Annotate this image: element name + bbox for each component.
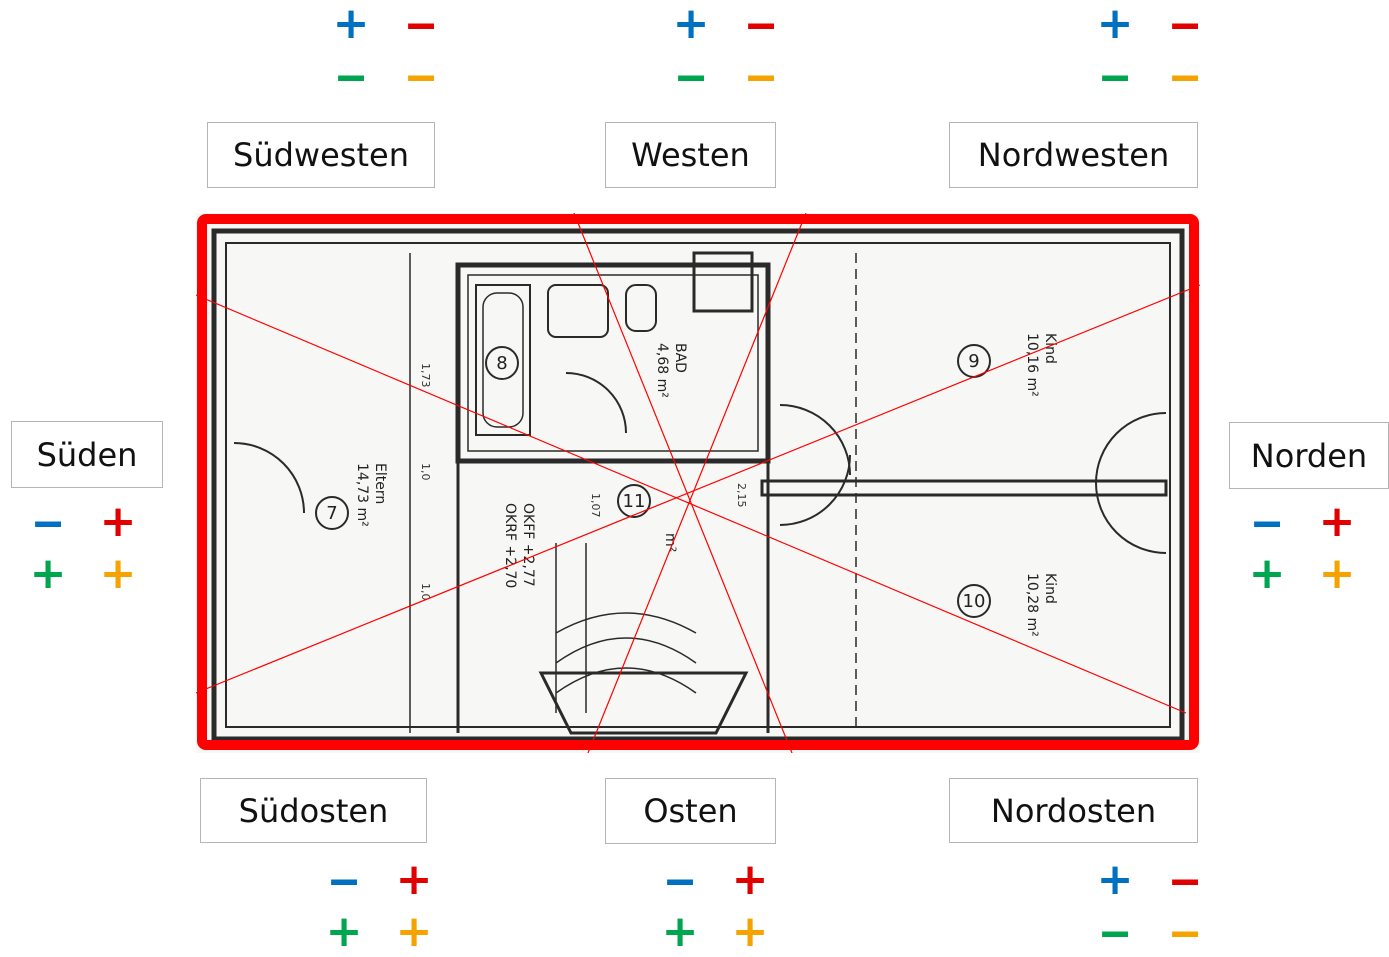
room-area: 14,73 m² — [354, 463, 370, 527]
signs-suedwesten: + ‒ ‒ ‒ — [331, 0, 451, 101]
direction-westen: Westen — [605, 122, 776, 188]
plus-sign-red: + — [731, 854, 769, 905]
direction-label: Nordwesten — [977, 136, 1170, 174]
direction-suedwesten: Südwesten — [207, 122, 435, 188]
signs-nordosten: + ‒ ‒ ‒ — [1095, 854, 1215, 957]
plus-sign-orange: + — [1318, 548, 1356, 599]
direction-norden: Norden — [1229, 422, 1389, 489]
room-number: 10 — [963, 591, 986, 612]
room-number: 9 — [968, 351, 979, 372]
plus-sign-red: + — [395, 854, 433, 905]
room-name: Kind — [1042, 573, 1058, 604]
sector-lines — [196, 213, 1200, 753]
room-area: m² — [662, 533, 678, 552]
plus-sign-green: + — [29, 548, 67, 599]
floor-plan: 7 8 9 10 11 Eltern 14,73 m² BAD 4,68 m² … — [196, 213, 1200, 753]
minus-sign-blue: ‒ — [664, 854, 696, 905]
direction-sueden: Süden — [11, 421, 163, 488]
minus-sign-red: ‒ — [1169, 854, 1201, 905]
minus-sign-green: ‒ — [335, 50, 367, 101]
direction-osten: Osten — [605, 778, 776, 844]
room-area: 10,16 m² — [1024, 333, 1040, 397]
direction-label: Westen — [631, 136, 750, 174]
plus-sign-blue: + — [332, 0, 370, 49]
plus-sign-red: + — [1318, 496, 1356, 547]
plus-sign-red: + — [99, 496, 137, 547]
minus-sign-orange: ‒ — [1169, 50, 1201, 101]
plus-sign-orange: + — [395, 906, 433, 957]
minus-sign-red: ‒ — [745, 0, 777, 49]
plus-sign-green: + — [1248, 548, 1286, 599]
room-name: Kind — [1042, 333, 1058, 364]
minus-sign-green: ‒ — [675, 50, 707, 101]
minus-sign-orange: ‒ — [1169, 906, 1201, 957]
plus-sign-orange: + — [99, 548, 137, 599]
direction-label: Osten — [643, 792, 738, 830]
direction-label: Südwesten — [233, 136, 409, 174]
minus-sign-blue: ‒ — [32, 496, 64, 547]
room-number: 11 — [623, 491, 646, 512]
direction-label: Nordosten — [990, 791, 1157, 830]
plus-sign-orange: + — [731, 906, 769, 957]
signs-suedosten: ‒ + + + — [324, 854, 444, 957]
minus-sign-blue: ‒ — [1251, 496, 1283, 547]
direction-label: Süden — [36, 435, 138, 474]
plus-sign-blue: + — [1096, 854, 1134, 905]
stair-note: OKRF +2,70 — [502, 503, 518, 588]
minus-sign-blue: ‒ — [328, 854, 360, 905]
plus-sign-green: + — [325, 906, 363, 957]
room-name: BAD — [672, 343, 688, 373]
minus-sign-green: ‒ — [1099, 906, 1131, 957]
stair-note: OKFF +2,77 — [520, 503, 536, 587]
plus-sign-green: + — [661, 906, 699, 957]
signs-sueden: ‒ + + + — [28, 496, 148, 599]
signs-norden: ‒ + + + — [1247, 496, 1367, 599]
room-number: 7 — [326, 503, 337, 524]
plan-walls — [211, 228, 1185, 742]
direction-suedosten: Südosten — [200, 778, 427, 843]
direction-label: Südosten — [238, 791, 389, 830]
direction-nordwesten: Nordwesten — [949, 122, 1198, 188]
plus-sign-blue: + — [1096, 0, 1134, 49]
signs-osten: ‒ + + + — [660, 854, 780, 957]
minus-sign-red: ‒ — [405, 0, 437, 49]
minus-sign-red: ‒ — [1169, 0, 1201, 49]
signs-westen: + ‒ ‒ ‒ — [671, 0, 791, 101]
dimension-label: 2,15 — [735, 483, 748, 508]
minus-sign-orange: ‒ — [745, 50, 777, 101]
dimension-label: 1,73 — [419, 363, 432, 388]
direction-label: Norden — [1250, 436, 1368, 475]
dimension-label: 1,0 — [419, 463, 432, 481]
minus-sign-green: ‒ — [1099, 50, 1131, 101]
room-name: Eltern — [372, 463, 388, 504]
plan-frame — [197, 214, 1199, 750]
room-area: 10,28 m² — [1024, 573, 1040, 637]
room-number: 8 — [496, 353, 507, 374]
plus-sign-blue: + — [672, 0, 710, 49]
dimension-label: 1,07 — [589, 493, 602, 518]
minus-sign-orange: ‒ — [405, 50, 437, 101]
signs-nordwesten: + ‒ ‒ ‒ — [1095, 0, 1215, 101]
room-area: 4,68 m² — [654, 343, 670, 398]
direction-nordosten: Nordosten — [949, 778, 1198, 843]
dimension-label: 1,0 — [419, 583, 432, 601]
